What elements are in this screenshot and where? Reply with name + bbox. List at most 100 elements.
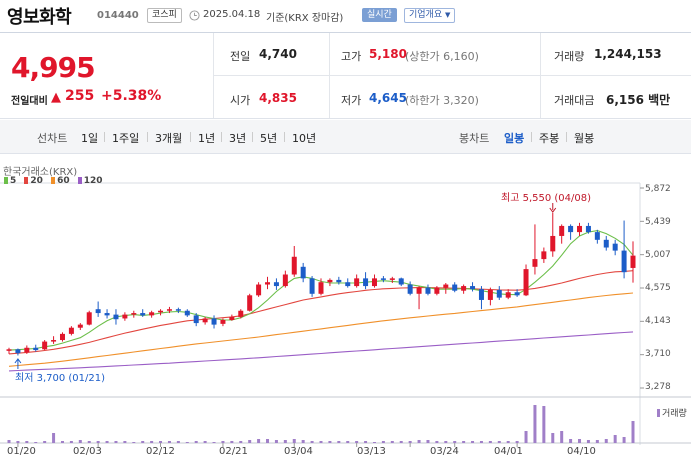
candle xyxy=(461,286,467,291)
candle xyxy=(68,327,74,334)
stock-header: 영보화학 014440 코스피 2025.04.18 기준(KRX 장마감) 실… xyxy=(0,0,691,32)
volume-bar xyxy=(167,441,171,443)
volume-bar xyxy=(105,441,109,443)
candle xyxy=(487,289,493,300)
candlestick-chart[interactable] xyxy=(0,155,691,463)
volume-bar xyxy=(283,440,287,443)
volume-bar xyxy=(114,441,118,443)
candle xyxy=(532,259,538,267)
candle xyxy=(122,314,128,319)
trading-value-label: 거래대금 xyxy=(554,94,595,107)
range-1y-button[interactable]: 1년 xyxy=(198,132,216,145)
daily-candle-tab[interactable]: 일봉 xyxy=(504,132,525,145)
quote-basis: 기준(KRX 장마감) xyxy=(266,13,344,24)
prev-close-label: 전일 xyxy=(230,50,251,63)
volume-bar xyxy=(123,441,127,443)
change-percent: +5.38% xyxy=(101,88,162,104)
candle xyxy=(193,315,199,324)
candle xyxy=(585,225,591,233)
candle xyxy=(496,289,502,298)
range-1w-button[interactable]: 1주일 xyxy=(112,132,140,145)
volume-bar xyxy=(16,441,20,443)
x-tick-label: 02/12 xyxy=(146,446,175,457)
divider xyxy=(221,132,222,142)
candle xyxy=(77,324,83,328)
candle xyxy=(407,284,413,294)
range-3y-button[interactable]: 3년 xyxy=(229,132,247,145)
volume-bar xyxy=(274,440,278,443)
volume-bar xyxy=(524,431,528,443)
divider xyxy=(252,132,253,142)
x-tick-label: 02/21 xyxy=(219,446,248,457)
chevron-down-icon: ▼ xyxy=(445,11,451,19)
volume-bar xyxy=(435,441,439,443)
high-value: 5,180 xyxy=(369,47,407,61)
volume-bar xyxy=(551,433,555,443)
range-5y-button[interactable]: 5년 xyxy=(260,132,278,145)
candle xyxy=(416,287,422,294)
stock-name: 영보화학 xyxy=(7,7,72,28)
range-3m-button[interactable]: 3개월 xyxy=(155,132,183,145)
volume-bar xyxy=(25,441,29,443)
volume-bar xyxy=(390,441,394,443)
candle xyxy=(309,278,315,294)
volume-bar xyxy=(479,441,483,443)
candle xyxy=(86,312,92,325)
volume-bar xyxy=(444,441,448,443)
company-overview-button[interactable]: 기업개요 ▼ xyxy=(404,8,456,23)
volume-bar xyxy=(586,440,590,443)
open-label: 시가 xyxy=(230,94,251,107)
candle xyxy=(318,282,324,294)
candle xyxy=(434,287,440,294)
candle xyxy=(6,349,12,351)
candle xyxy=(568,225,574,233)
volume-bar xyxy=(453,441,457,443)
candle xyxy=(345,282,351,287)
monthly-candle-tab[interactable]: 월봉 xyxy=(574,132,595,145)
candle xyxy=(202,318,208,323)
volume-bar xyxy=(78,440,82,443)
candle-chart-label[interactable]: 봉차트 xyxy=(459,132,490,145)
volume-bar xyxy=(96,441,100,443)
volume-bar xyxy=(185,442,189,443)
y-tick-label: 3,710 xyxy=(645,349,671,359)
upper-limit: (상한가 6,160) xyxy=(405,50,479,63)
volume-bar xyxy=(194,441,198,443)
volume-label: 거래량 xyxy=(554,50,585,63)
candle xyxy=(621,250,627,273)
volume-bar xyxy=(399,441,403,443)
volume-bar xyxy=(372,442,376,443)
volume-bar xyxy=(355,441,359,443)
volume-bar xyxy=(150,441,154,443)
range-1d-button[interactable]: 1일 xyxy=(81,132,99,145)
candle xyxy=(389,278,395,280)
volume-bar xyxy=(7,440,11,443)
candle xyxy=(184,310,190,316)
current-price: 4,995 xyxy=(11,51,96,84)
candle xyxy=(265,282,271,285)
line-chart-label[interactable]: 선차트 xyxy=(37,132,68,145)
y-tick-label: 3,278 xyxy=(645,382,671,392)
y-tick-label: 4,575 xyxy=(645,283,671,293)
volume-bar xyxy=(381,441,385,443)
volume-bar xyxy=(176,441,180,443)
volume-bar xyxy=(221,441,225,443)
quote-date: 2025.04.18 xyxy=(203,9,261,20)
weekly-candle-tab[interactable]: 주봉 xyxy=(539,132,560,145)
candle xyxy=(470,286,476,290)
volume-bar xyxy=(506,441,510,443)
volume-bar xyxy=(560,431,564,443)
volume-bar xyxy=(141,441,145,443)
volume-bar xyxy=(471,441,475,443)
y-tick-label: 5,872 xyxy=(645,184,671,194)
high-label: 고가 xyxy=(341,50,362,63)
candle xyxy=(425,287,431,294)
range-10y-button[interactable]: 10년 xyxy=(292,132,317,145)
candle xyxy=(398,278,404,285)
up-triangle-icon: ▲ xyxy=(51,90,61,105)
low-value: 4,645 xyxy=(369,91,407,105)
candle xyxy=(577,225,583,233)
chart-toolbar: 선차트 1일 1주일 3개월 1년 3년 5년 10년 봉차트 일봉 주봉 월봉 xyxy=(0,120,691,154)
realtime-button[interactable]: 실시간 xyxy=(362,8,397,22)
